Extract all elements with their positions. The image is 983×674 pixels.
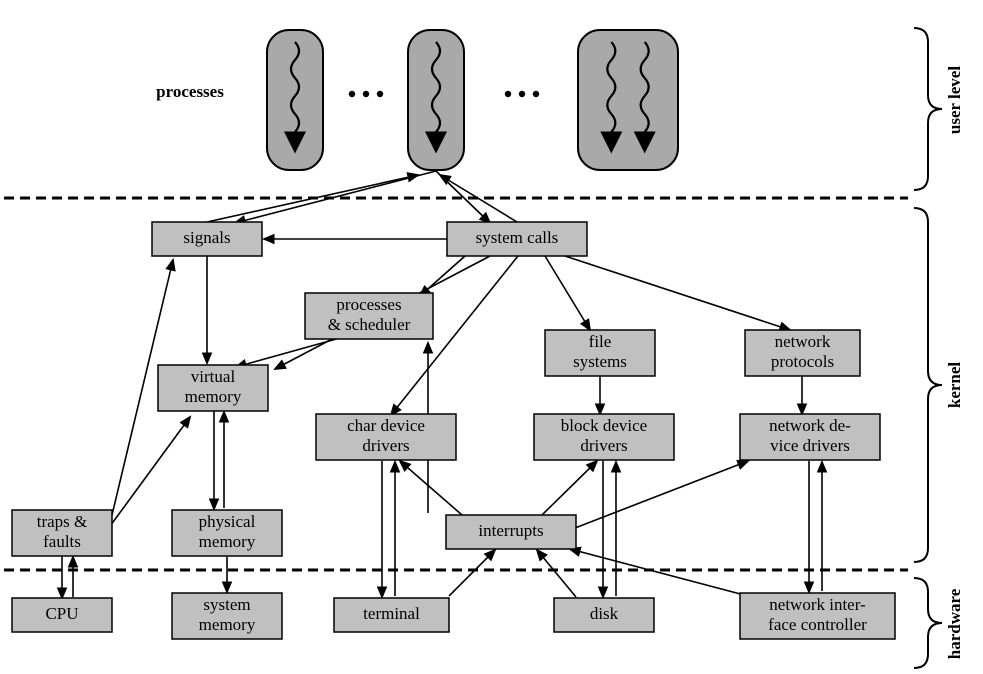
node-label: processes xyxy=(336,295,401,314)
node-label: & scheduler xyxy=(328,315,411,334)
node-label: network inter- xyxy=(769,595,866,614)
node-label: disk xyxy=(590,604,619,623)
node-label: interrupts xyxy=(478,521,543,540)
process-shape xyxy=(267,30,323,170)
node-label: memory xyxy=(199,532,256,551)
layer-brace xyxy=(914,578,942,668)
node-label: network de- xyxy=(769,416,851,435)
diagram-edge xyxy=(575,461,748,528)
ellipsis-icon xyxy=(349,91,355,97)
node-sys-memory: systemmemory xyxy=(172,593,282,639)
node-label: systems xyxy=(573,352,627,371)
diagram-edge xyxy=(542,461,597,515)
ellipsis-icon xyxy=(533,91,539,97)
node-phys-memory: physicalmemory xyxy=(172,510,282,556)
layer-brace xyxy=(914,28,942,190)
node-file-systems: filesystems xyxy=(545,330,655,376)
node-label: system calls xyxy=(476,228,559,247)
diagram-edge xyxy=(545,256,590,330)
node-nic: network inter-face controller xyxy=(740,593,895,639)
ellipsis-icon xyxy=(519,91,525,97)
node-signals: signals xyxy=(152,222,262,256)
ellipsis-icon xyxy=(377,91,383,97)
node-label: file xyxy=(589,332,612,351)
node-label: faults xyxy=(43,532,81,551)
layer-label: hardware xyxy=(945,588,964,659)
node-label: face controller xyxy=(768,615,867,634)
diagram-edge xyxy=(400,461,462,515)
node-label: terminal xyxy=(363,604,420,623)
process-shape xyxy=(408,30,464,170)
node-label: system xyxy=(203,595,250,614)
layer-label: user level xyxy=(945,66,964,134)
layer-label: kernel xyxy=(945,362,964,409)
node-label: vice drivers xyxy=(770,436,850,455)
node-label: network xyxy=(775,332,831,351)
diagram-edge xyxy=(207,175,418,222)
node-net-protocols: networkprotocols xyxy=(745,330,860,376)
ellipsis-icon xyxy=(505,91,511,97)
node-label: char device xyxy=(347,416,425,435)
diagram-edge xyxy=(449,550,495,596)
node-label: memory xyxy=(199,615,256,634)
diagram-edge xyxy=(570,549,748,596)
node-label: virtual xyxy=(191,367,236,386)
layer-brace xyxy=(914,208,942,562)
diagram-edge xyxy=(537,550,576,597)
node-net-drivers: network de-vice drivers xyxy=(740,414,880,460)
process-shape xyxy=(578,30,678,170)
node-label: signals xyxy=(183,228,230,247)
ellipsis-icon xyxy=(363,91,369,97)
node-system-calls: system calls xyxy=(447,222,587,256)
node-disk: disk xyxy=(554,598,654,632)
kernel-architecture-diagram: user level kernel hardware processes signals… xyxy=(0,0,983,674)
node-label: physical xyxy=(199,512,256,531)
node-terminal: terminal xyxy=(334,598,449,632)
node-label: CPU xyxy=(45,604,78,623)
node-interrupts: interrupts xyxy=(446,515,576,549)
node-label: traps & xyxy=(37,512,88,531)
node-cpu: CPU xyxy=(12,598,112,632)
node-virtual-memory: virtualmemory xyxy=(158,365,268,411)
node-proc-sched: processes& scheduler xyxy=(305,293,433,339)
processes-label: processes xyxy=(156,82,224,101)
node-traps-faults: traps &faults xyxy=(12,510,112,556)
node-char-drivers: char devicedrivers xyxy=(316,414,456,460)
node-label: protocols xyxy=(771,352,834,371)
node-label: drivers xyxy=(580,436,627,455)
diagram-edge xyxy=(565,256,790,330)
node-label: drivers xyxy=(362,436,409,455)
node-block-drivers: block devicedrivers xyxy=(534,414,674,460)
node-label: block device xyxy=(561,416,647,435)
node-label: memory xyxy=(185,387,242,406)
